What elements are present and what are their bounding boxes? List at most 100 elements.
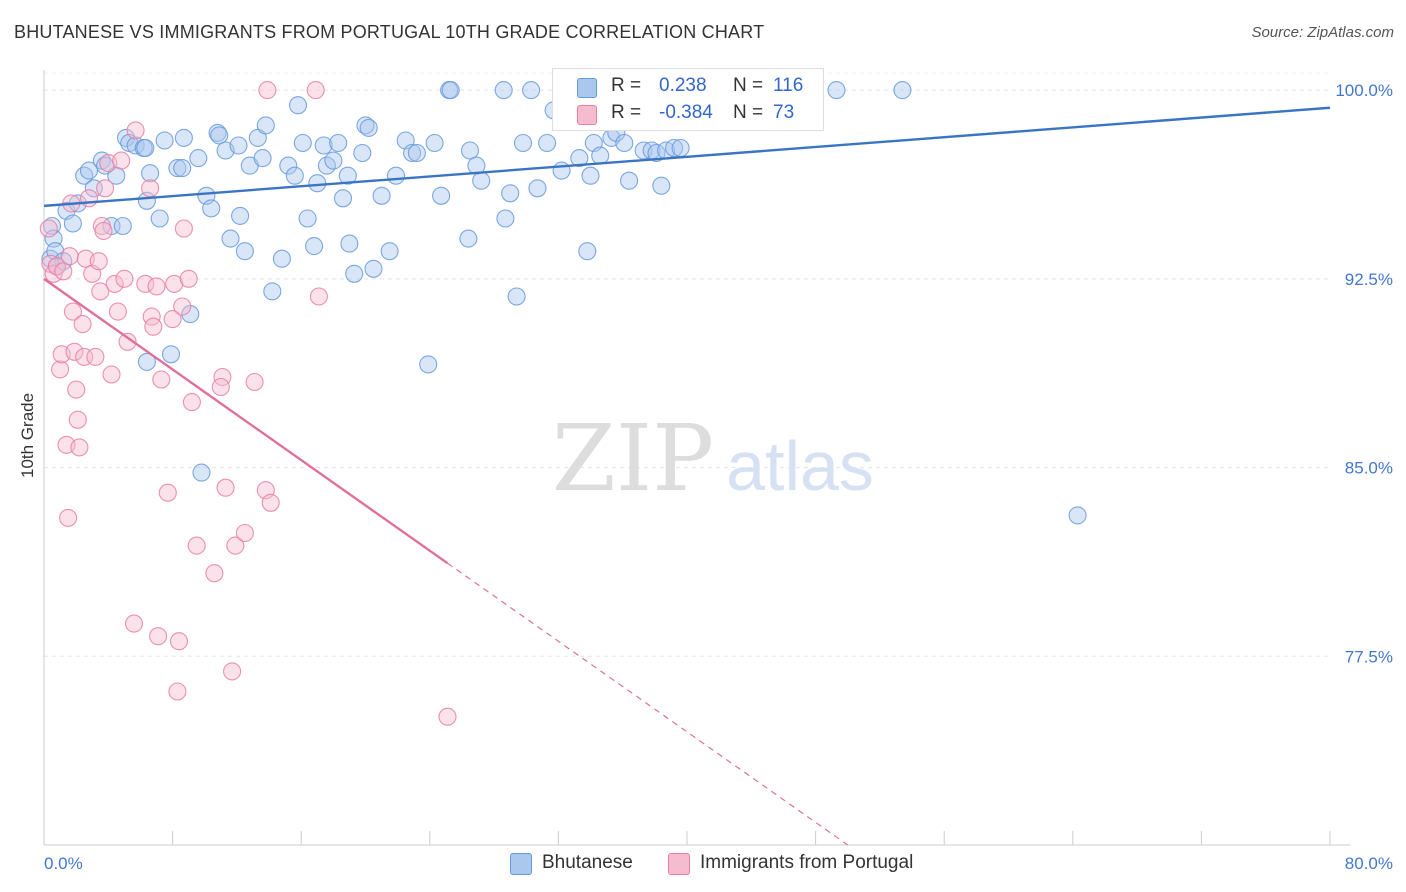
data-point [528, 179, 547, 198]
data-point [552, 161, 571, 180]
data-point [359, 118, 378, 137]
data-point [591, 146, 610, 165]
data-point [324, 151, 343, 170]
y-tick-label: 85.0% [1345, 459, 1393, 478]
data-point [494, 81, 513, 100]
data-point [460, 141, 480, 160]
data-point [827, 81, 846, 100]
data-point [60, 247, 79, 266]
data-point [288, 96, 308, 115]
x-tick-label: 80.0% [1345, 854, 1393, 873]
stats-box: R = 0.238 N = 116 R = -0.384 N = 73 [552, 68, 824, 131]
data-point [173, 159, 192, 178]
data-point [235, 523, 254, 543]
watermark-atlas: atlas [726, 427, 874, 505]
data-point [105, 274, 124, 293]
data-point [652, 176, 671, 195]
data-point [223, 662, 242, 681]
data-point [1068, 506, 1087, 525]
data-point [137, 352, 156, 371]
data-point [158, 483, 177, 502]
data-point [115, 269, 134, 288]
data-point [261, 493, 280, 512]
legend-swatch-pink [668, 853, 690, 875]
data-points [39, 81, 1087, 726]
data-point [356, 116, 375, 135]
data-point [126, 121, 145, 140]
data-point [403, 143, 422, 163]
stats-n-label: N = [733, 75, 764, 96]
data-point [149, 627, 168, 646]
trend-lines [43, 106, 1331, 846]
data-point [407, 143, 426, 163]
data-point [671, 138, 690, 158]
axes [43, 70, 1350, 846]
data-point [187, 536, 206, 555]
data-point [144, 317, 163, 336]
data-point [615, 133, 634, 153]
data-point [665, 138, 684, 158]
data-point [231, 206, 250, 225]
data-point [578, 242, 597, 261]
data-point [340, 234, 359, 253]
data-point [73, 315, 92, 334]
legend-label: Immigrants from Portugal [700, 852, 914, 873]
stats-r-label: R = [611, 102, 642, 123]
data-point [91, 282, 110, 301]
data-point [141, 179, 160, 198]
data-point [496, 209, 515, 228]
data-point [245, 372, 264, 392]
tick-labels: 100.0% 92.5% 85.0% 77.5% 0.0% 80.0% [44, 81, 1393, 873]
data-point [472, 171, 491, 190]
data-point [108, 302, 127, 321]
data-point [893, 81, 912, 100]
data-point [329, 133, 348, 153]
data-point [522, 81, 541, 100]
data-point [189, 149, 208, 168]
data-point [65, 342, 84, 361]
data-point [79, 189, 99, 208]
data-point [147, 277, 166, 296]
y-tick-label: 92.5% [1345, 270, 1393, 289]
data-point [306, 81, 325, 100]
data-point [68, 410, 87, 429]
data-point [507, 287, 526, 306]
data-point [501, 184, 520, 203]
watermark: ZIP atlas [552, 405, 874, 512]
x-tick-label: 0.0% [44, 854, 83, 873]
data-point [263, 282, 282, 301]
data-point [63, 214, 82, 233]
watermark-zip: ZIP [552, 405, 714, 512]
data-point [620, 171, 639, 190]
data-point [256, 116, 275, 135]
data-point [54, 262, 73, 281]
data-point [136, 274, 155, 293]
data-point [308, 174, 327, 193]
data-point [441, 81, 460, 100]
data-point [338, 166, 357, 185]
y-tick-label: 100.0% [1335, 81, 1393, 100]
stats-r-label: R = [611, 75, 642, 96]
data-point [372, 186, 391, 205]
data-point [141, 164, 160, 183]
data-point [229, 136, 248, 155]
data-point [293, 133, 312, 153]
data-point [305, 237, 324, 256]
stats-swatch-pink [577, 105, 597, 125]
data-point [173, 297, 192, 316]
stats-swatch-blue [577, 78, 597, 98]
data-point [425, 133, 444, 153]
data-point [179, 269, 198, 288]
data-point [174, 219, 193, 238]
data-point [226, 536, 245, 555]
data-point [210, 126, 229, 145]
data-point [124, 614, 144, 633]
data-point [79, 161, 99, 180]
data-point [169, 632, 189, 651]
data-point [216, 478, 235, 497]
data-point [432, 186, 451, 205]
data-point [235, 242, 254, 261]
data-point [94, 221, 113, 241]
data-point [118, 332, 137, 351]
